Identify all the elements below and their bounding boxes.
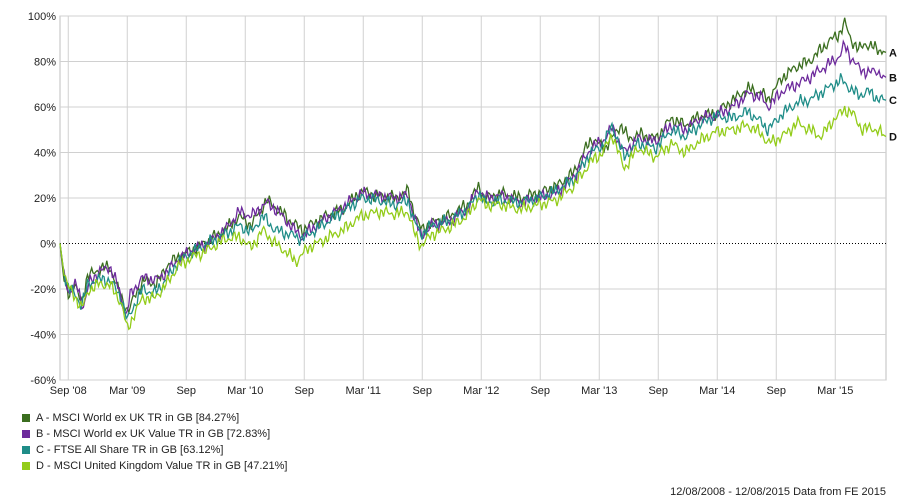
legend-item-d: D - MSCI United Kingdom Value TR in GB […: [22, 458, 287, 474]
x-tick-label: Sep '08: [50, 385, 87, 397]
series-line-c: [59, 73, 887, 321]
axis-labels: 100% 80% 60% 40% 20% 0% -20% -40% -60%Sep '08 Mar…: [28, 11, 897, 397]
legend-label: A - MSCI World ex UK TR in GB [84.27%]: [36, 412, 240, 424]
x-tick-label: Sep: [766, 385, 786, 397]
series-end-label-a: A: [889, 47, 897, 59]
legend: A - MSCI World ex UK TR in GB [84.27%] B …: [22, 410, 287, 474]
y-tick-label: 80%: [34, 57, 56, 69]
y-tick-label: 60%: [34, 102, 56, 114]
x-tick-label: Sep: [294, 385, 314, 397]
series-end-label-b: B: [889, 72, 897, 84]
y-tick-label: -60%: [30, 375, 56, 387]
x-tick-label: Mar '15: [817, 385, 853, 397]
series-line-d: [59, 105, 887, 331]
x-tick-label: Mar '11: [345, 385, 381, 397]
performance-chart: 100% 80% 60% 40% 20% 0% -20% -40% -60%Sep '08 Mar…: [28, 11, 897, 397]
series-layer: [59, 17, 887, 331]
y-tick-label: 20%: [34, 193, 56, 205]
legend-label: B - MSCI World ex UK Value TR in GB [72.…: [36, 428, 271, 440]
x-tick-label: Sep: [530, 385, 550, 397]
x-tick-label: Sep: [176, 385, 196, 397]
x-tick-label: Sep: [412, 385, 432, 397]
legend-label: C - FTSE All Share TR in GB [63.12%]: [36, 444, 224, 456]
series-end-label-c: C: [889, 95, 897, 107]
y-tick-label: 100%: [28, 11, 56, 23]
x-tick-label: Mar '13: [581, 385, 617, 397]
legend-swatch: [22, 430, 30, 438]
y-tick-label: -40%: [30, 330, 56, 342]
x-tick-label: Mar '12: [463, 385, 499, 397]
series-line-b: [59, 39, 887, 314]
grid: [59, 15, 887, 381]
legend-swatch: [22, 462, 30, 470]
x-tick-label: Mar '10: [227, 385, 263, 397]
legend-swatch: [22, 446, 30, 454]
series-end-label-d: D: [889, 132, 897, 144]
legend-item-b: B - MSCI World ex UK Value TR in GB [72.…: [22, 426, 287, 442]
y-tick-label: 40%: [34, 148, 56, 160]
legend-item-a: A - MSCI World ex UK TR in GB [84.27%]: [22, 410, 287, 426]
y-tick-label: -20%: [30, 284, 56, 296]
x-tick-label: Mar '14: [699, 385, 735, 397]
legend-swatch: [22, 414, 30, 422]
legend-label: D - MSCI United Kingdom Value TR in GB […: [36, 460, 288, 472]
x-tick-label: Sep: [648, 385, 668, 397]
y-tick-label: 0%: [40, 239, 56, 251]
legend-item-c: C - FTSE All Share TR in GB [63.12%]: [22, 442, 287, 458]
date-range-footer: 12/08/2008 - 12/08/2015 Data from FE 201…: [670, 486, 886, 498]
x-tick-label: Mar '09: [109, 385, 145, 397]
